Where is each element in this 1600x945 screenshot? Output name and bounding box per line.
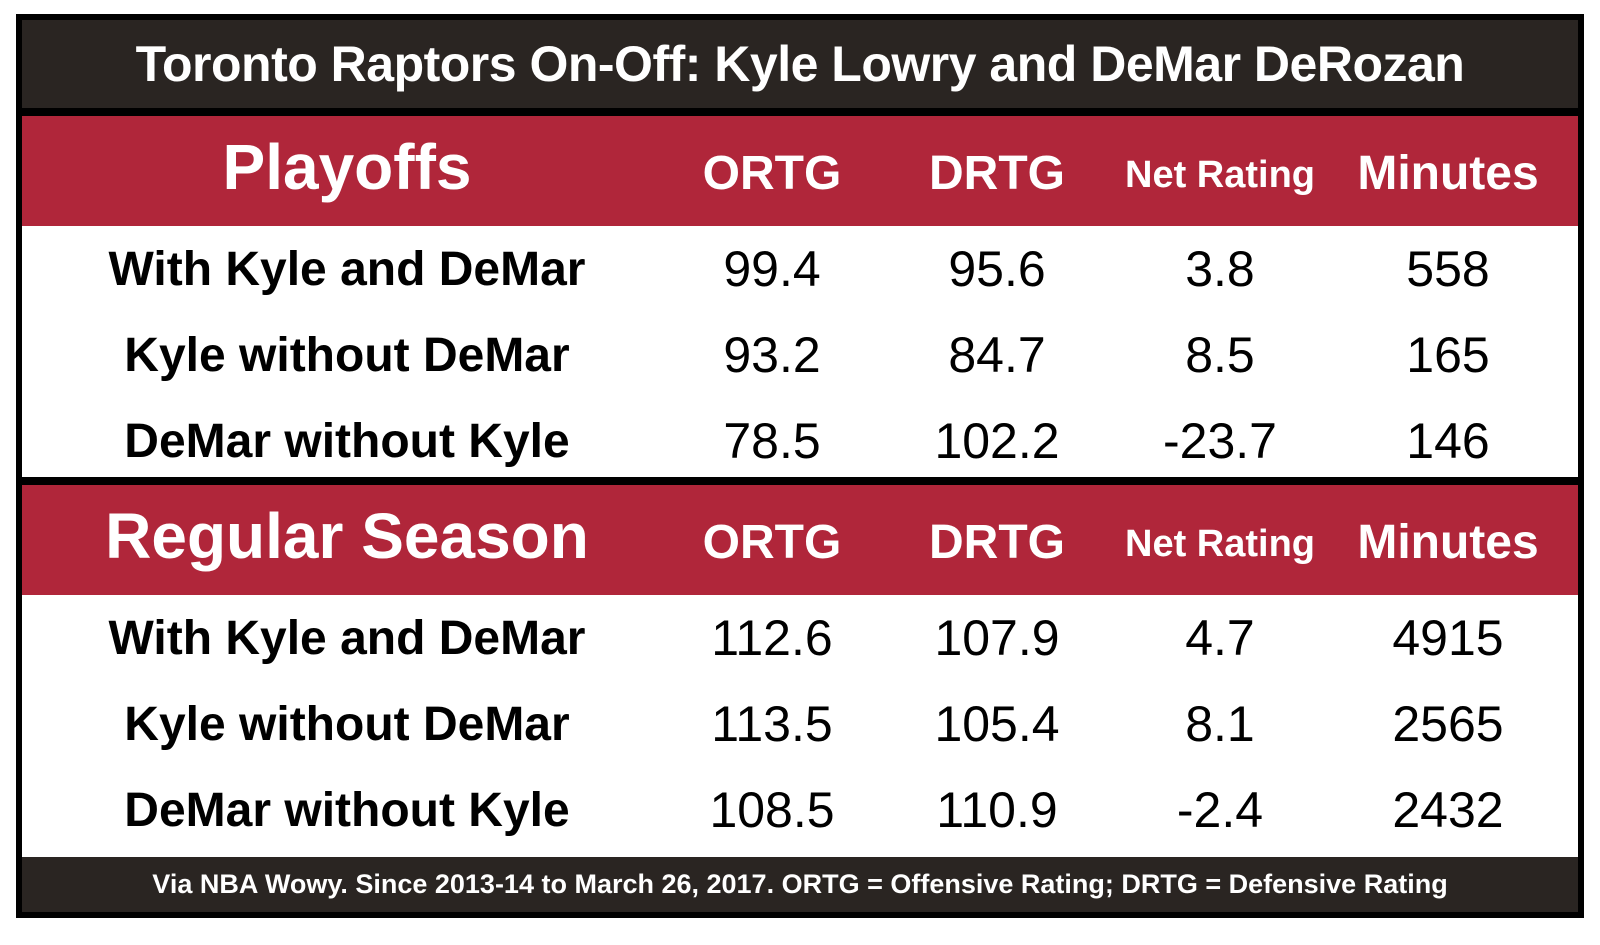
table-cell: 4915 [1392, 610, 1504, 666]
table-cell: 3.8 [1185, 241, 1255, 297]
table-cell: 107.9 [934, 610, 1060, 666]
section-header: Playoffs ORTG DRTG Net Rating Minutes [22, 116, 1578, 226]
column-header: Net Rating [1125, 523, 1315, 565]
table-cell: 113.5 [711, 696, 833, 752]
section-title: Regular Season [105, 500, 589, 572]
table-cell: 112.6 [711, 610, 833, 666]
on-off-table: Toronto Raptors On-Off: Kyle Lowry and D… [16, 14, 1584, 918]
table-cell: -23.7 [1163, 413, 1277, 469]
table-cell: 4.7 [1185, 610, 1255, 666]
table-cell: 2565 [1392, 696, 1504, 752]
table-cell: 8.1 [1185, 696, 1255, 752]
row-label: DeMar without Kyle [124, 784, 570, 837]
table-cell: 165 [1406, 327, 1490, 383]
table-cell: 105.4 [934, 696, 1060, 752]
table-cell: 99.4 [723, 241, 821, 297]
column-header: DRTG [929, 147, 1065, 200]
row-label: Kyle without DeMar [124, 329, 570, 382]
table-cell: 108.5 [709, 782, 835, 838]
table-cell: 8.5 [1185, 327, 1255, 383]
column-header: Minutes [1357, 147, 1539, 200]
table-cell: 93.2 [723, 327, 821, 383]
section-header: Regular Season ORTG DRTG Net Rating Minutes [22, 485, 1578, 595]
table-row: Kyle without DeMar 113.5 105.4 8.1 2565 [22, 681, 1578, 767]
divider [22, 477, 1578, 485]
table-cell: 558 [1406, 241, 1490, 297]
column-header: ORTG [702, 147, 842, 200]
table-row: Kyle without DeMar 93.2 84.7 8.5 165 [22, 312, 1578, 398]
divider [22, 108, 1578, 116]
column-header: Net Rating [1125, 154, 1315, 196]
table-row: DeMar without Kyle 108.5 110.9 -2.4 2432 [22, 767, 1578, 853]
table-cell: 95.6 [948, 241, 1046, 297]
table-cell: 146 [1406, 413, 1490, 469]
column-header: DRTG [929, 516, 1065, 569]
section-title: Playoffs [222, 131, 472, 203]
table-row: With Kyle and DeMar 99.4 95.6 3.8 558 [22, 226, 1578, 312]
table-cell: 102.2 [934, 413, 1060, 469]
table-cell: 84.7 [948, 327, 1046, 383]
source-footnote: Via NBA Wowy. Since 2013-14 to March 26,… [22, 857, 1578, 912]
table-cell: 2432 [1392, 782, 1504, 838]
row-label: Kyle without DeMar [124, 698, 570, 751]
table-cell: -2.4 [1176, 782, 1264, 838]
row-label: With Kyle and DeMar [108, 243, 586, 296]
column-header: ORTG [702, 516, 842, 569]
table-cell: 78.5 [723, 413, 821, 469]
table-row: DeMar without Kyle 78.5 102.2 -23.7 146 [22, 398, 1578, 484]
row-label: DeMar without Kyle [124, 415, 570, 468]
table-title: Toronto Raptors On-Off: Kyle Lowry and D… [22, 20, 1578, 108]
table-cell: 110.9 [936, 782, 1058, 838]
column-header: Minutes [1357, 516, 1539, 569]
row-label: With Kyle and DeMar [108, 612, 586, 665]
table-row: With Kyle and DeMar 112.6 107.9 4.7 4915 [22, 595, 1578, 681]
